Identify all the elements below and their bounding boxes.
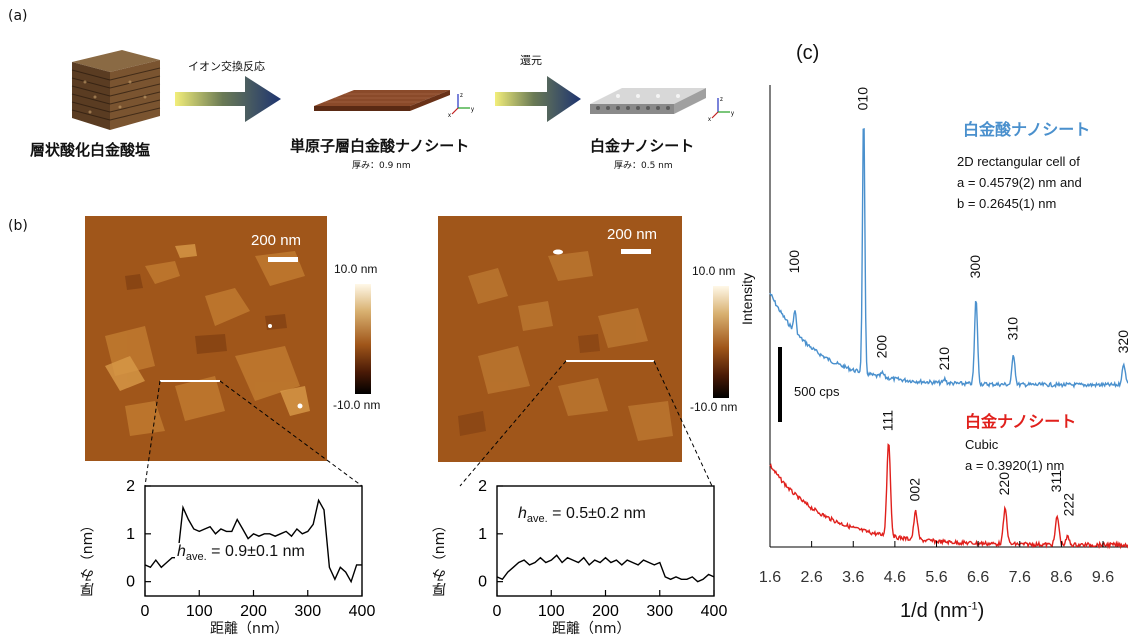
afm-image-right: [438, 216, 682, 462]
scale-label: 500 cps: [794, 384, 840, 399]
xrd-chart: 1.6 2.6 3.6 4.6 5.6 6.6 7.6 8.6 9.6 100 010 200 210…: [759, 85, 1128, 586]
reaction-arrow-2: [495, 76, 581, 122]
axes-icon-1: z y x: [448, 93, 474, 118]
red-peak-label: 311: [1048, 470, 1064, 493]
svg-text:z: z: [720, 97, 723, 103]
y-tick-label: 2: [126, 480, 135, 495]
xlabel-left: 距離（nm）: [210, 621, 289, 637]
arrow2-label: 還元: [520, 54, 542, 67]
item3-thickness: 厚み：0.5 nm: [614, 161, 673, 171]
blue-peak-label: 300: [967, 255, 983, 279]
y-tick-label: 1: [478, 526, 487, 543]
x-tick-label: 400: [701, 603, 728, 620]
red-spectrum-line: [769, 443, 1128, 550]
have-annotation-left: have. = 0.9±0.1 nm: [175, 543, 307, 564]
item2-label: 単原子層白金酸ナノシート: [290, 137, 470, 155]
item1-label: 層状酸化白金酸塩: [30, 141, 151, 159]
x-tick-label: 3.6: [842, 569, 864, 586]
x-tick-label: 1.6: [759, 569, 781, 586]
x-tick-label: 300: [646, 603, 673, 620]
axes-icon-2: z y x: [708, 97, 734, 122]
colorbar-max-left: 10.0 nm: [334, 262, 378, 276]
red-desc-1: Cubic: [965, 437, 999, 452]
panel-b-label: (b): [8, 218, 28, 234]
xlabel-right: 距離（nm）: [552, 621, 631, 637]
panel-a-label: (a): [8, 8, 28, 24]
x-tick-label: 400: [349, 603, 376, 620]
blue-series-title: 白金酸ナノシート: [963, 120, 1091, 139]
red-peak-label: 220: [996, 472, 1012, 496]
ylabel-right: 厚み（nm）: [432, 517, 448, 597]
blue-peak-label: 320: [1115, 330, 1128, 354]
xrd-xlabel: 1/d (nm-1): [900, 600, 985, 622]
blue-peak-label: 100: [786, 250, 802, 274]
x-tick-label: 0: [141, 603, 150, 620]
blue-desc-2: a = 0.4579(2) nm and: [957, 175, 1082, 190]
intensity-label: Intensity: [739, 272, 755, 325]
red-desc-2: a = 0.3920(1) nm: [965, 458, 1065, 473]
ylabel-left: 厚み（nm）: [80, 517, 96, 597]
profile-line: [496, 554, 715, 583]
blue-desc-1: 2D rectangular cell of: [957, 154, 1080, 169]
colorbar-min-right: -10.0 nm: [690, 400, 738, 414]
x-tick-label: 100: [538, 603, 565, 620]
x-tick-label: 0: [493, 603, 502, 620]
y-tick-label: 0: [478, 574, 487, 591]
x-tick-label: 200: [240, 603, 267, 620]
plot-frame: [144, 485, 363, 597]
item3-label: 白金ナノシート: [590, 137, 695, 155]
scale-bar-label-left: 200 nm: [251, 232, 302, 249]
x-tick-label: 8.6: [1050, 569, 1072, 586]
red-peak-label: 111: [880, 410, 896, 431]
nanosheet-image: [314, 90, 450, 111]
y-tick-label: 0: [126, 574, 135, 591]
svg-text:x: x: [448, 113, 451, 118]
colorbar-max-right: 10.0 nm: [692, 264, 736, 278]
arrow1-label: イオン交換反応: [188, 60, 265, 73]
y-tick-label: 2: [478, 480, 487, 495]
x-tick-label: 300: [294, 603, 321, 620]
red-series-title: 白金ナノシート: [965, 412, 1077, 431]
layered-crystal-image: [71, 50, 161, 130]
profile-line: [144, 498, 362, 584]
x-tick-label: 7.6: [1009, 569, 1031, 586]
svg-text:y: y: [731, 111, 734, 117]
svg-text:z: z: [460, 93, 463, 99]
x-tick-label: 9.6: [1092, 569, 1114, 586]
x-tick-label: 5.6: [925, 569, 947, 586]
afm-image-left: [85, 216, 327, 461]
blue-peak-label: 310: [1005, 317, 1021, 341]
y-tick-label: 1: [126, 526, 135, 543]
colorbar-min-left: -10.0 nm: [333, 398, 381, 412]
x-tick-label: 100: [186, 603, 213, 620]
red-peak-label: 222: [1061, 493, 1077, 517]
item2-thickness: 厚み：0.9 nm: [352, 161, 411, 171]
x-tick-label: 2.6: [801, 569, 823, 586]
x-tick-label: 200: [592, 603, 619, 620]
x-tick-label: 4.6: [884, 569, 906, 586]
have-annotation-right: have. = 0.5±0.2 nm: [518, 505, 646, 526]
scale-bar-label-right: 200 nm: [607, 226, 658, 243]
blue-spectrum-line: [769, 128, 1128, 389]
blue-desc-3: b = 0.2645(1) nm: [957, 196, 1057, 211]
blue-peak-label: 010: [855, 87, 871, 111]
red-peak-label: 002: [907, 478, 923, 502]
blue-peak-label: 200: [873, 335, 889, 359]
panel-c-label: (c): [796, 42, 820, 64]
x-tick-label: 6.6: [967, 569, 989, 586]
svg-text:x: x: [708, 117, 711, 122]
reaction-arrow-1: [175, 76, 281, 122]
svg-text:y: y: [471, 107, 474, 113]
platinum-nanosheet-image: [590, 88, 706, 114]
colorbar-left: [355, 284, 371, 394]
colorbar-right: [713, 286, 729, 398]
blue-peak-label: 210: [936, 347, 952, 371]
